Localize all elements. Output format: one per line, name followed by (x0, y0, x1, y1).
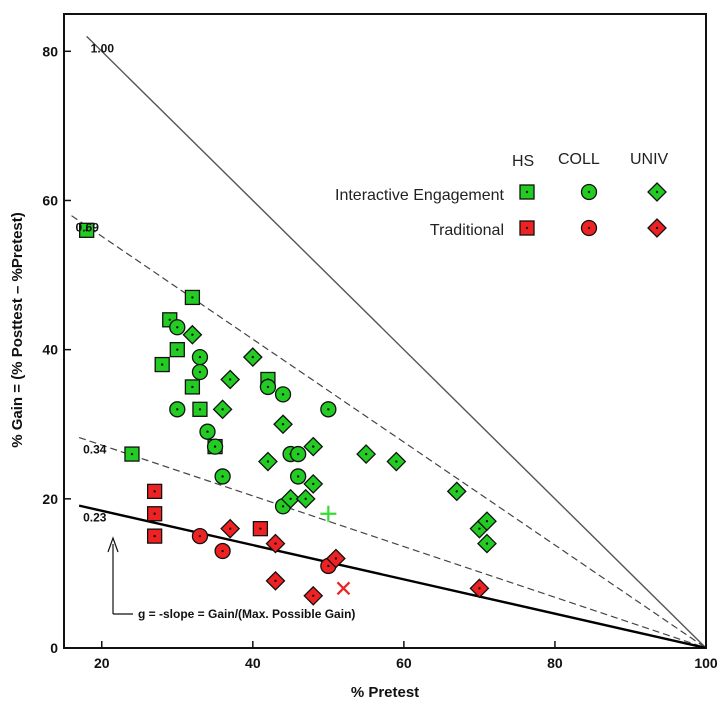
legend-row-traditional: Traditional (430, 222, 504, 239)
data-point (191, 527, 209, 545)
legend-row-interactive: Interactive Engagement (335, 187, 505, 204)
data-point (303, 436, 324, 457)
y-tick-label: 40 (42, 342, 58, 358)
data-point (212, 399, 233, 420)
data-point (356, 444, 377, 464)
data-point (79, 222, 95, 238)
data-point (469, 578, 490, 599)
data-point (169, 341, 185, 358)
x-marker (336, 581, 351, 596)
x-tick-label: 20 (94, 655, 110, 671)
data-point (320, 401, 337, 418)
data-point (325, 548, 346, 569)
data-point (199, 423, 216, 440)
data-point (214, 468, 231, 485)
data-point (146, 506, 163, 522)
legend-swatch-square (519, 184, 535, 200)
annotation-text: g = -slope = Gain/(Max. Possible Gain) (138, 607, 355, 621)
axis-tick-labels: 20 40 60 80 100 0 20 40 60 80 (42, 43, 717, 671)
legend: HS COLL UNIV Interactive Engagement Trad… (335, 151, 669, 239)
x-axis-title: % Pretest (351, 684, 419, 701)
slope-label-0.69: 0.69 (76, 221, 100, 235)
data-point (477, 511, 497, 532)
data-point (154, 356, 170, 373)
y-tick-label: 20 (42, 491, 58, 507)
extra-markers (320, 505, 351, 596)
data-point (206, 438, 224, 455)
data-point (169, 319, 186, 336)
y-tick-label: 0 (50, 640, 58, 656)
data-point (220, 518, 241, 539)
slope-labels: 1.00 0.69 0.34 0.23 (76, 41, 115, 524)
data-point (184, 289, 201, 306)
data-point (303, 473, 324, 494)
x-tick-label: 60 (396, 655, 412, 671)
legend-swatch-diamond (647, 182, 667, 202)
legend-swatch-circle (580, 219, 598, 237)
data-point (146, 483, 163, 500)
reference-line-0.34 (78, 436, 706, 648)
y-tick-label: 80 (42, 43, 58, 59)
x-tick-label: 40 (245, 655, 261, 671)
data-point (259, 378, 277, 396)
x-tick-label: 100 (694, 655, 718, 671)
data-point (274, 386, 292, 403)
reference-lines (71, 35, 706, 648)
data-point (220, 369, 241, 390)
data-point (295, 488, 316, 509)
data-point (191, 363, 209, 381)
data-point (386, 451, 407, 472)
annotation-arrowhead (107, 536, 119, 553)
x-tick-label: 80 (547, 655, 563, 671)
data-point (191, 348, 209, 366)
slope-label-1.00: 1.00 (91, 41, 115, 55)
data-point (265, 570, 286, 591)
reference-line-1.00 (86, 35, 706, 648)
legend-col-univ: UNIV (630, 151, 669, 168)
data-point (477, 533, 497, 554)
data-point (182, 324, 203, 345)
data-point (258, 451, 278, 472)
legend-swatch-circle (580, 183, 598, 201)
reference-line-0.23 (78, 504, 706, 648)
plus-marker (320, 505, 337, 522)
data-points (79, 222, 497, 606)
data-point (265, 533, 286, 554)
data-point (169, 401, 186, 418)
y-axis-title: % Gain = (% Posttest – %Pretest) (9, 212, 26, 448)
legend-col-hs: HS (512, 153, 534, 170)
data-point (289, 445, 307, 463)
data-point (192, 401, 208, 417)
legend-swatch-diamond (647, 218, 667, 238)
data-point (242, 347, 263, 368)
data-point (184, 379, 201, 395)
data-point (146, 528, 163, 544)
annotation: g = -slope = Gain/(Max. Possible Gain) (107, 536, 355, 621)
legend-swatch-square (519, 220, 535, 236)
legend-col-coll: COLL (558, 151, 600, 168)
axis-ticks (64, 50, 707, 649)
data-point (303, 585, 324, 606)
data-point (273, 414, 293, 435)
data-point (280, 488, 301, 509)
data-point (252, 521, 269, 537)
slope-label-0.23: 0.23 (83, 511, 107, 525)
data-point (124, 446, 140, 462)
data-point (214, 542, 231, 560)
data-point (446, 481, 467, 502)
data-point (289, 468, 307, 485)
y-tick-label: 60 (42, 192, 58, 208)
reference-line-0.69 (71, 215, 706, 648)
slope-label-0.34: 0.34 (83, 443, 107, 457)
